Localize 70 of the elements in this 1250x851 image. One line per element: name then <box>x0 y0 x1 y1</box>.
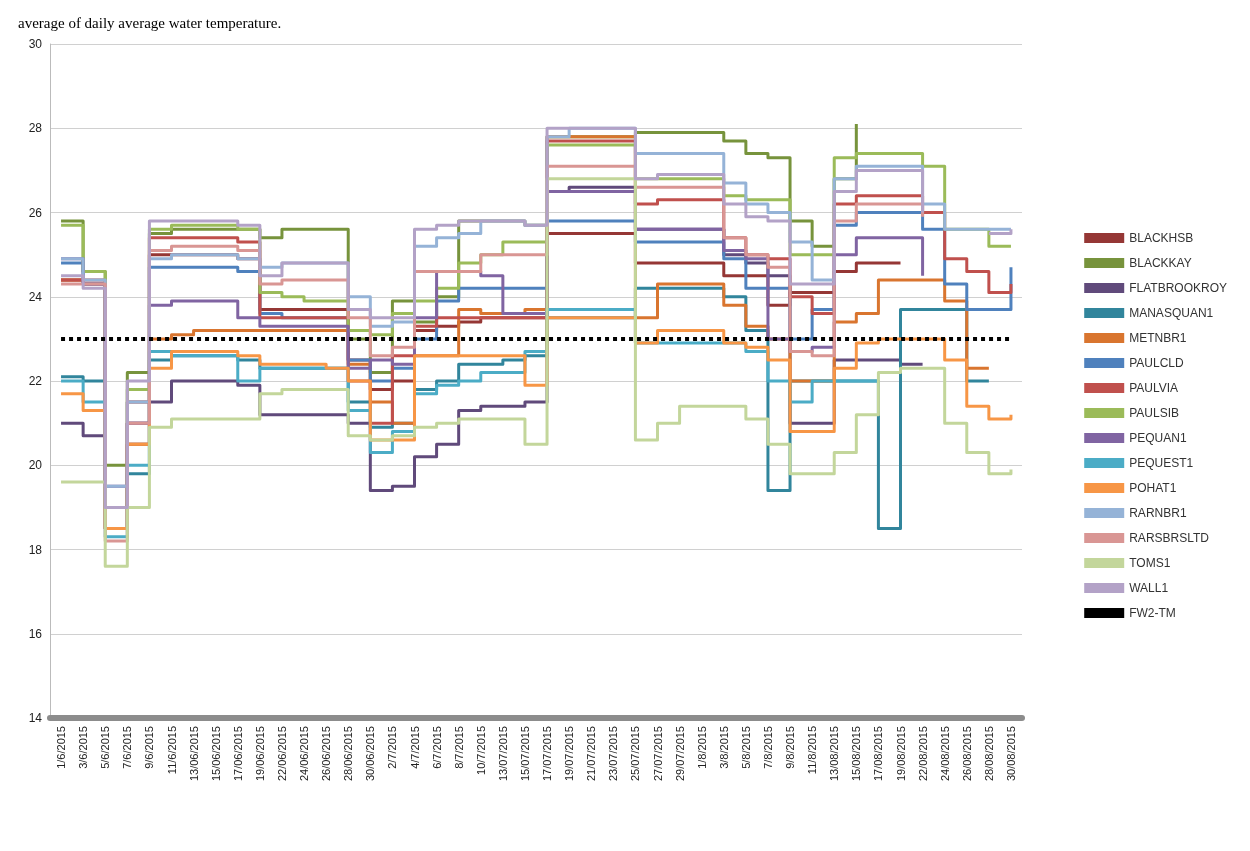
x-tick-label: 9/8/2015 <box>784 726 797 769</box>
y-tick-label: 22 <box>28 374 43 388</box>
x-tick-label: 17/08/2015 <box>872 726 885 782</box>
x-tick-label: 19/07/2015 <box>563 726 576 782</box>
chart-title: average of daily average water temperature. <box>18 14 282 31</box>
x-tick-label: 23/07/2015 <box>607 726 620 782</box>
x-tick-label: 4/7/2015 <box>408 726 421 769</box>
x-tick-label: 27/07/2015 <box>651 726 664 782</box>
y-tick-label: 18 <box>28 542 43 557</box>
x-tick-label: 24/06/2015 <box>298 726 311 782</box>
x-tick-label: 5/6/2015 <box>99 726 112 769</box>
legend-label: PEQUAN1 <box>1129 431 1187 445</box>
x-tick-label: 28/08/2015 <box>982 726 995 782</box>
y-tick-label: 14 <box>28 711 43 725</box>
x-tick-label: 30/08/2015 <box>1004 726 1017 782</box>
x-tick-label: 17/06/2015 <box>231 726 244 782</box>
y-tick-label: 28 <box>28 121 43 136</box>
x-tick-label: 11/8/2015 <box>806 726 819 775</box>
y-tick-label: 30 <box>28 37 43 51</box>
x-tick-label: 3/6/2015 <box>77 726 90 769</box>
x-tick-label: 25/07/2015 <box>629 726 642 782</box>
x-tick-label: 22/08/2015 <box>916 726 929 782</box>
legend-label: METNBR1 <box>1129 331 1187 345</box>
x-tick-label: 28/06/2015 <box>342 726 355 782</box>
legend-label: RARNBR1 <box>1129 506 1187 520</box>
y-tick-label: 26 <box>28 205 43 220</box>
x-tick-label: 26/08/2015 <box>960 726 973 782</box>
legend-label: PAULCLD <box>1129 356 1184 370</box>
x-tick-label: 13/08/2015 <box>828 726 841 782</box>
legend-label: TOMS1 <box>1129 556 1171 570</box>
x-tick-label: 8/7/2015 <box>452 726 465 769</box>
y-tick-label: 20 <box>28 458 43 473</box>
x-tick-label: 21/07/2015 <box>585 726 598 782</box>
legend-label: PEQUEST1 <box>1129 456 1194 470</box>
legend-label: PAULSIB <box>1129 406 1180 420</box>
x-tick-label: 7/8/2015 <box>761 726 774 769</box>
x-tick-label: 3/8/2015 <box>717 726 730 769</box>
legend-label: FW2-TM <box>1129 606 1176 620</box>
x-tick-label: 10/7/2015 <box>474 726 487 775</box>
x-tick-label: 26/06/2015 <box>320 726 333 782</box>
legend-label: BLACKKAY <box>1129 256 1192 270</box>
x-tick-label: 17/07/2015 <box>541 726 554 782</box>
legend-label: POHAT1 <box>1129 481 1177 495</box>
legend-label: MANASQUAN1 <box>1129 306 1214 320</box>
x-tick-label: 15/08/2015 <box>850 726 863 782</box>
x-tick-label: 9/6/2015 <box>143 726 156 769</box>
legend-label: FLATBROOKROY <box>1129 281 1227 295</box>
x-tick-label: 13/07/2015 <box>496 726 509 782</box>
y-tick-label: 16 <box>28 626 43 641</box>
x-tick-label: 7/6/2015 <box>121 726 134 769</box>
x-tick-label: 6/7/2015 <box>430 726 443 769</box>
x-tick-label: 24/08/2015 <box>938 726 951 782</box>
x-tick-label: 13/06/2015 <box>187 726 200 782</box>
x-tick-label: 19/06/2015 <box>253 726 266 782</box>
y-tick-label: 24 <box>28 289 43 304</box>
x-tick-label: 30/06/2015 <box>364 726 377 782</box>
legend-label: BLACKHSB <box>1129 231 1194 245</box>
x-tick-label: 29/07/2015 <box>673 726 686 782</box>
legend-label: RARSBRSLTD <box>1129 531 1210 545</box>
x-tick-label: 5/8/2015 <box>739 726 752 769</box>
legend-label: WALL1 <box>1129 581 1169 595</box>
x-tick-label: 22/06/2015 <box>275 726 288 782</box>
x-tick-label: 2/7/2015 <box>386 726 399 769</box>
x-tick-label: 15/07/2015 <box>518 726 531 782</box>
x-tick-label: 19/08/2015 <box>894 726 907 782</box>
x-tick-label: 1/6/2015 <box>55 726 68 769</box>
legend-label: PAULVIA <box>1129 381 1179 395</box>
x-tick-label: 15/06/2015 <box>209 726 222 782</box>
x-tick-label: 11/6/2015 <box>165 726 178 775</box>
x-tick-label: 1/8/2015 <box>695 726 708 769</box>
